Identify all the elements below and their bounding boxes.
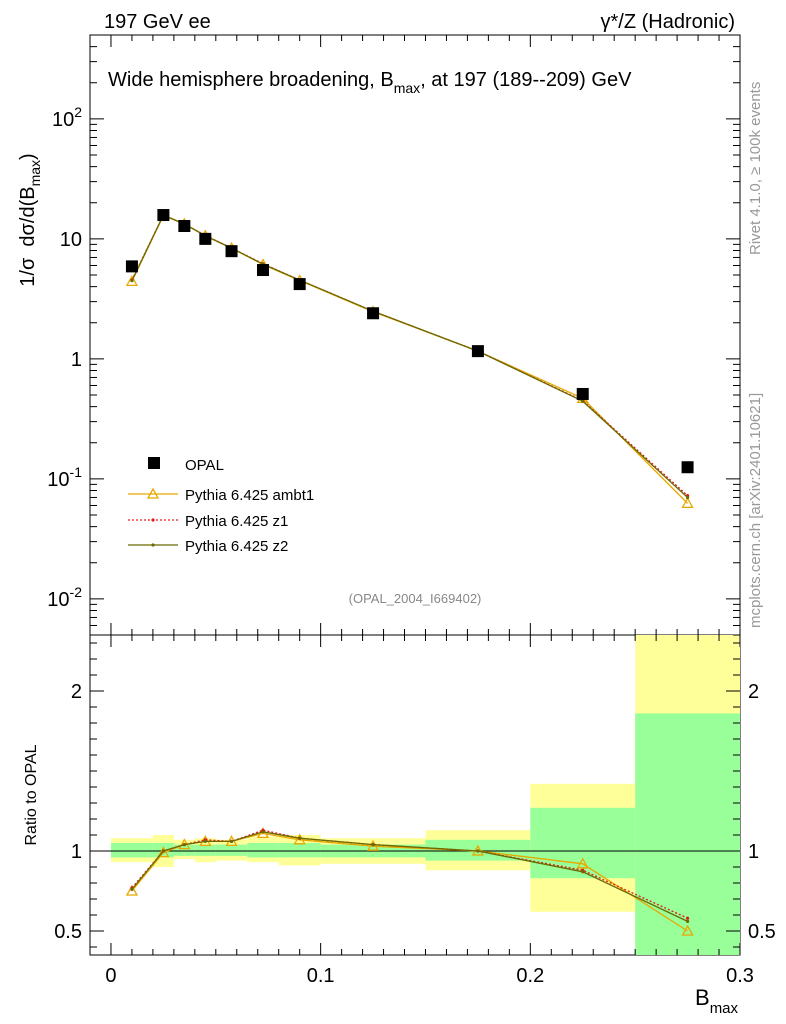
header-right: γ*/Z (Hadronic) xyxy=(601,11,735,33)
y-tick-label: 10-2 xyxy=(47,584,82,611)
title-part1: Wide hemisphere broadening, B xyxy=(108,69,394,91)
plot-title: Wide hemisphere broadening, Bmax, at 197… xyxy=(108,69,632,96)
series-marker-2-ratio-1 xyxy=(161,849,165,853)
ratio-axis-label: Ratio to OPAL xyxy=(23,744,40,845)
legend-marker-z1 xyxy=(151,518,155,522)
ratio-tick-label-right: 1 xyxy=(748,841,759,863)
series-marker-0-ratio-1 xyxy=(157,846,170,858)
series-marker-2-ratio-9 xyxy=(581,870,585,874)
y-tick-exp: -1 xyxy=(70,464,83,480)
ratio-tick-label-left: 1 xyxy=(71,841,82,863)
ratio-tick-label-left: 0.5 xyxy=(54,921,82,943)
x-tick-label: 0.2 xyxy=(516,965,544,987)
opal-point-7 xyxy=(367,307,380,320)
y-axis-label: 1/σ dσ/d(Bmax) xyxy=(17,153,43,286)
series-marker-0-ratio-9 xyxy=(576,857,589,869)
legend-marker-opal xyxy=(148,457,160,469)
data-points xyxy=(125,209,694,474)
series-marker-2-ratio-2 xyxy=(182,843,186,847)
series-line-2-main xyxy=(131,214,689,498)
legend-label-ambt1: Pythia 6.425 ambt1 xyxy=(185,487,314,504)
series-marker-0-main-0 xyxy=(125,275,139,287)
series-marker-0-ratio-0 xyxy=(125,884,139,896)
stat-band-6 xyxy=(278,843,321,858)
series-marker-2-ratio-6 xyxy=(298,836,302,840)
ratio-tick-label-right: 0.5 xyxy=(748,921,776,943)
x-tick-label: 0.3 xyxy=(726,965,754,987)
legend: OPAL Pythia 6.425 ambt1 Pythia 6.425 z1 … xyxy=(128,457,314,555)
opal-point-0 xyxy=(125,260,138,273)
rivet-label: Rivet 4.1.0, ≥ 100k events xyxy=(747,82,764,255)
series-marker-2-ratio-3 xyxy=(203,839,207,844)
title-part2: , at 197 (189--209) GeV xyxy=(420,69,632,91)
opal-point-4 xyxy=(225,245,238,258)
series-marker-2-main-9 xyxy=(581,399,585,403)
stat-band-0 xyxy=(110,843,153,858)
y-tick-label: 1 xyxy=(71,349,82,371)
y-tick-base: 10 xyxy=(52,109,74,131)
series-marker-0-ratio-10 xyxy=(681,924,694,936)
opal-point-10 xyxy=(681,461,694,474)
stat-band-9 xyxy=(530,807,636,879)
opal-point-8 xyxy=(471,345,484,358)
rivet-label-text: Rivet 4.1.0, ≥ 100k events xyxy=(747,82,764,255)
series-marker-2-ratio-8 xyxy=(476,849,480,853)
legend-marker-z2 xyxy=(151,543,155,547)
stat-band-2 xyxy=(173,844,195,856)
header-left: 197 GeV ee xyxy=(104,11,211,33)
series-marker-2-ratio-4 xyxy=(229,839,234,844)
stat-band-4 xyxy=(215,844,248,856)
y-tick-base: 10 xyxy=(47,469,69,491)
opal-point-6 xyxy=(293,278,306,291)
title-sub: max xyxy=(394,80,420,96)
stat-band-3 xyxy=(194,844,216,856)
legend-label-z1: Pythia 6.425 z1 xyxy=(185,513,288,530)
x-tick-label: 0.1 xyxy=(307,965,335,987)
stat-band-5 xyxy=(247,843,279,858)
mcplots-label: mcplots.cern.ch [arXiv:2401.10621] xyxy=(747,393,764,628)
series-marker-1-ratio-10 xyxy=(685,916,690,920)
y-tick-label: 10-1 xyxy=(47,464,82,491)
legend-label-opal: OPAL xyxy=(185,457,224,474)
series-marker-0-main-10 xyxy=(681,497,694,509)
series-marker-2-main-0 xyxy=(130,279,134,283)
opal-point-1 xyxy=(157,209,170,222)
series-marker-2-main-10 xyxy=(685,495,690,500)
legend-marker-ambt1 xyxy=(146,487,160,499)
series-marker-0-ratio-6 xyxy=(293,833,306,845)
opal-point-3 xyxy=(199,232,212,245)
opal-point-9 xyxy=(576,387,589,400)
ratio-tick-label-left: 2 xyxy=(71,681,82,703)
legend-label-z2: Pythia 6.425 z2 xyxy=(185,538,288,555)
analysis-id: (OPAL_2004_I669402) xyxy=(349,591,482,606)
mcplots-label-text: mcplots.cern.ch [arXiv:2401.10621] xyxy=(747,393,764,628)
y-axis-label-text: 1/σ dσ/d(Bmax) xyxy=(17,153,43,286)
series-marker-2-ratio-5 xyxy=(261,830,265,834)
series-marker-2-ratio-10 xyxy=(685,919,690,924)
y-tick-label: 10 xyxy=(60,229,82,251)
y-tick-base: 10 xyxy=(47,589,69,611)
y-tick-label: 102 xyxy=(52,104,82,131)
ratio-axis-label-text: Ratio to OPAL xyxy=(23,744,40,845)
stat-band-10 xyxy=(635,713,740,955)
series-marker-0-ratio-7 xyxy=(366,839,380,851)
uncertainty-bands xyxy=(110,635,740,955)
opal-point-2 xyxy=(178,220,191,233)
x-axis-label: Bmax xyxy=(695,985,739,1017)
series-line-1-main xyxy=(131,214,689,497)
series-marker-2-ratio-7 xyxy=(371,843,375,847)
opal-point-5 xyxy=(256,264,269,277)
series-marker-2-ratio-0 xyxy=(130,887,134,892)
y-tick-exp: -2 xyxy=(70,584,83,600)
ratio-tick-label-right: 2 xyxy=(748,681,759,703)
x-tick-label: 0 xyxy=(105,965,116,987)
y-tick-exp: 2 xyxy=(74,104,82,120)
